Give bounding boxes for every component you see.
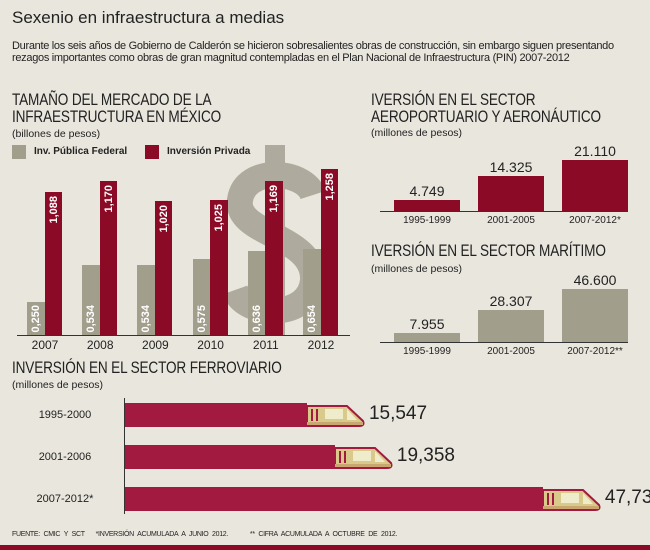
bar-value-label: 0,250 xyxy=(30,305,42,333)
airport-x-tick-label: 1995-1999 xyxy=(403,215,451,226)
bar-private-2010 xyxy=(210,200,228,335)
maritime-bar-1995-1999 xyxy=(394,332,460,342)
bar-value-label: 0,534 xyxy=(85,305,98,333)
legend-swatch-public xyxy=(12,145,26,159)
airport-value-label: 21.110 xyxy=(574,142,616,159)
rail-bar-1995-2000 xyxy=(125,403,307,427)
x-tick-label: 2008 xyxy=(86,338,114,352)
rail-y-axis xyxy=(124,398,125,514)
bar-public-2009 xyxy=(137,264,155,335)
legend-swatch-private xyxy=(145,145,159,159)
footer-note-1: *INVERSIÓN ACUMULADA A JUNIO 2012. xyxy=(95,531,229,538)
train-icon xyxy=(541,487,601,511)
bar-private-2009 xyxy=(154,200,173,335)
rail-value-label: 15,547 xyxy=(368,403,428,424)
bar-value-label: 1,020 xyxy=(157,204,170,233)
maritime-chart-subtitle: (millones de pesos) xyxy=(371,263,463,275)
maritime-bar-2007-2012** xyxy=(562,288,628,342)
x-tick-label: 2007 xyxy=(31,338,59,352)
bar-public-2008 xyxy=(82,264,100,335)
bar-value-label: 0,575 xyxy=(195,305,208,333)
footer: FUENTE: CMIC Y SCT *INVERSIÓN ACUMULADA … xyxy=(12,530,397,539)
bar-public-2012 xyxy=(303,248,321,335)
bar-private-2007 xyxy=(44,191,62,335)
legend-label-public: Inv. Pública Federal xyxy=(34,146,128,157)
train-icon xyxy=(333,445,393,469)
maritime-value-label: 46.600 xyxy=(573,271,617,288)
bar-value-label: 1,169 xyxy=(268,185,281,213)
bar-private-2011 xyxy=(265,181,283,335)
maritime-x-tick-label: 2007-2012** xyxy=(567,346,623,357)
bar-private-2012 xyxy=(320,169,338,335)
bar-public-2007 xyxy=(27,302,45,335)
rail-bar-2001-2006 xyxy=(125,445,335,469)
airport-x-tick-label: 2001-2005 xyxy=(487,215,535,226)
bottom-strip xyxy=(0,545,650,550)
maritime-value-label: 28.307 xyxy=(489,292,533,309)
legend-label-private: Inversión Privada xyxy=(167,146,251,157)
footer-note-2: ** CIFRA ACUMULADA A OCTUBRE DE 2012. xyxy=(249,531,398,538)
airport-x-tick-label: 2007-2012* xyxy=(569,215,621,226)
bar-value-label: 1,025 xyxy=(213,204,226,232)
market-chart-subtitle: (billones de pesos) xyxy=(12,128,101,140)
airport-value-label: 4.749 xyxy=(409,182,445,199)
rail-value-label: 47,736 xyxy=(604,487,650,508)
bar-value-label: 1,170 xyxy=(102,185,115,213)
rail-chart-title: INVERSIÓN EN EL SECTOR FERROVIARIO xyxy=(12,358,282,377)
x-tick-label: 2011 xyxy=(252,338,279,352)
airport-bar-2001-2005 xyxy=(478,176,544,211)
maritime-value-label: 7.955 xyxy=(409,315,445,332)
page-title: Sexenio en infraestructura a medias xyxy=(12,8,285,27)
rail-y-tick-label: 1995-2000 xyxy=(38,409,92,421)
rail-y-tick-label: 2001-2006 xyxy=(38,451,92,463)
airport-bar-2007-2012* xyxy=(562,159,628,211)
airport-chart-title: IVERSIÓN EN EL SECTOR AEROPORTUARIO Y AE… xyxy=(371,90,601,126)
bar-value-label: 1,258 xyxy=(323,173,336,201)
rail-chart-subtitle: (millones de pesos) xyxy=(12,379,104,391)
bar-value-label: 1,088 xyxy=(47,195,60,224)
bar-private-2008 xyxy=(99,181,118,335)
train-icon xyxy=(305,403,365,427)
airport-chart-subtitle: (millones de pesos) xyxy=(371,127,463,139)
airport-bar-1995-1999 xyxy=(394,199,460,211)
intro-text: Durante los seis años de Gobierno de Cal… xyxy=(12,40,614,64)
bar-value-label: 0,654 xyxy=(306,305,318,333)
market-chart-title: TAMAÑO DEL MERCADO DE LA INFRAESTRUCTURA… xyxy=(12,90,222,126)
x-tick-label: 2012 xyxy=(307,338,335,352)
x-tick-label: 2009 xyxy=(142,338,169,352)
bar-value-label: 0,636 xyxy=(250,305,263,333)
maritime-x-tick-label: 1995-1999 xyxy=(403,346,451,357)
maritime-bar-2001-2005 xyxy=(478,309,544,342)
bar-public-2011 xyxy=(247,251,266,335)
maritime-x-tick-label: 2001-2005 xyxy=(487,346,535,357)
airport-value-label: 14.325 xyxy=(489,159,533,176)
x-tick-label: 2010 xyxy=(197,338,224,352)
rail-bar-2007-2012* xyxy=(125,487,543,511)
airport-x-axis xyxy=(380,211,628,212)
footer-source: FUENTE: CMIC Y SCT xyxy=(12,531,85,538)
market-x-axis xyxy=(17,335,350,336)
bar-value-label: 0,534 xyxy=(140,305,153,333)
rail-value-label: 19,358 xyxy=(396,445,456,466)
maritime-x-axis xyxy=(380,342,628,343)
bar-public-2010 xyxy=(192,259,211,335)
rail-y-tick-label: 2007-2012* xyxy=(36,493,94,505)
maritime-chart-title: IVERSIÓN EN EL SECTOR MARÍTIMO xyxy=(371,241,606,260)
